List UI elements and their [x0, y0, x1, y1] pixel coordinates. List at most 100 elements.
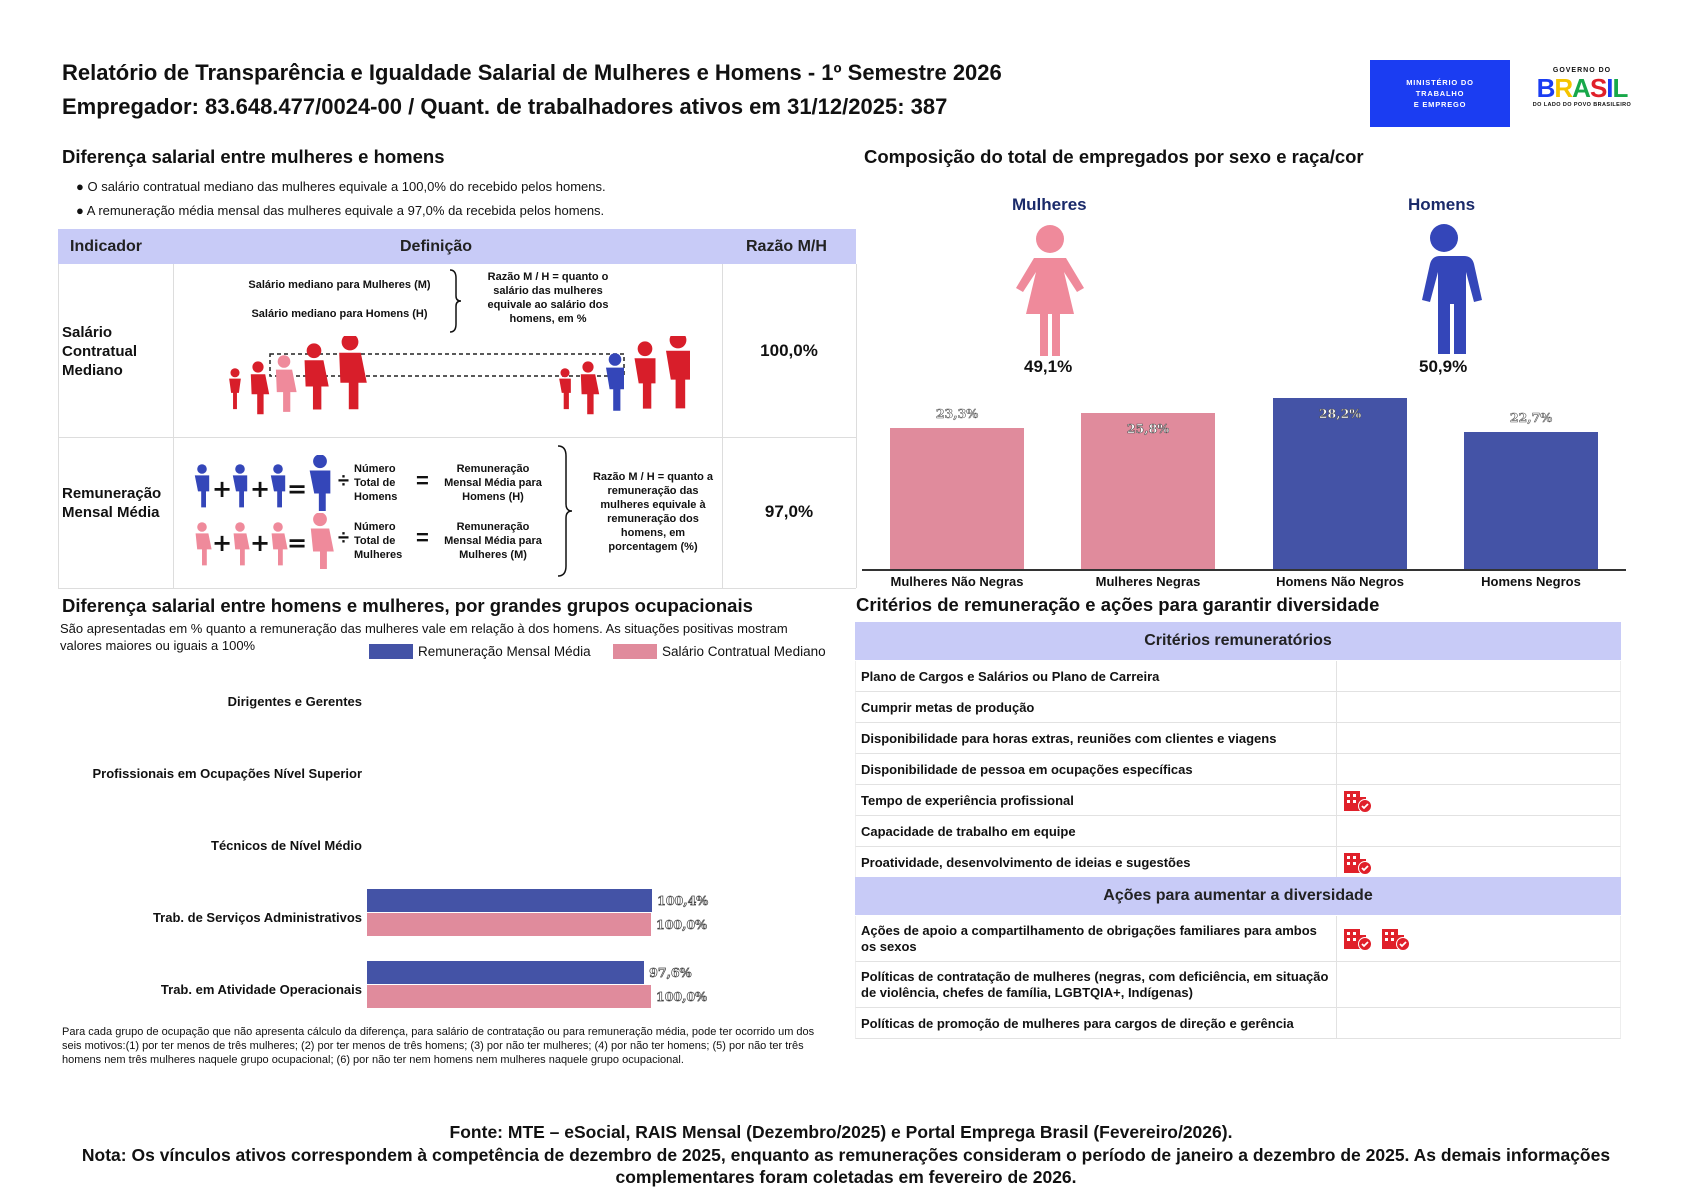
- comp-chart-baseline: [862, 569, 1626, 571]
- criteria-label: Políticas de contratação de mulheres (ne…: [861, 969, 1329, 1000]
- legend-sal-label: Salário Contratual Mediano: [662, 644, 826, 659]
- brace-icon: [449, 269, 462, 333]
- ministry-logo-line2: TRABALHO: [1415, 89, 1465, 98]
- occupational-footnote: Para cada grupo de ocupação que não apre…: [62, 1026, 815, 1066]
- comp-category-label: Mulheres Negras: [1095, 574, 1201, 589]
- criteria-row: Políticas de contratação de mulheres (ne…: [855, 962, 1621, 1008]
- criteria-label: Capacidade de trabalho em equipe: [861, 823, 1076, 839]
- occ-bar-label: 100,4%: [657, 893, 709, 909]
- criteria-col-divider: [1336, 692, 1337, 723]
- occ-category-label: Trab. de Serviços Administrativos: [152, 910, 362, 925]
- women-pct: 49,1%: [1024, 357, 1073, 376]
- def-ratio-salario: Razão M / H = quanto o salário das mulhe…: [487, 271, 609, 325]
- criteria-label: Disponibilidade para horas extras, reuni…: [861, 730, 1277, 746]
- num-total-men: Número Total de Homens: [354, 463, 398, 503]
- men-pct: 50,9%: [1419, 357, 1468, 376]
- svg-text:+: +: [250, 475, 270, 503]
- occ-bar: [367, 961, 645, 984]
- company-check-icon: [1343, 851, 1373, 875]
- criteria-header-1: Critérios remuneratórios: [855, 622, 1621, 660]
- criteria-header-2: Ações para aumentar a diversidade: [855, 877, 1621, 915]
- occ-category-label: Trab. em Atividade Operacionais: [160, 982, 362, 997]
- comp-bar: [890, 428, 1024, 569]
- criteria-header-1-text: Critérios remuneratórios: [1144, 632, 1332, 649]
- criteria-col-divider: [1336, 1008, 1337, 1039]
- women-sum-icon: + + =: [195, 513, 334, 569]
- comp-category-label: Homens Não Negros: [1276, 574, 1404, 589]
- occupational-description: São apresentadas em % quanto a remuneraç…: [60, 621, 788, 653]
- criteria-label: Plano de Cargos e Salários ou Plano de C…: [861, 668, 1160, 684]
- comp-bar-label: 28,2%: [1318, 406, 1362, 422]
- criteria-label: Cumprir metas de produção: [861, 699, 1035, 715]
- composition-title: Composição do total de empregados por se…: [864, 146, 1364, 167]
- col-ratio: Razão M/H: [746, 229, 827, 264]
- criteria-header-2-text: Ações para aumentar a diversidade: [1103, 887, 1373, 904]
- comp-category-label: Homens Negros: [1481, 574, 1581, 589]
- occ-bar: [367, 889, 653, 912]
- indicator-remuneracao: Remuneração Mensal Média: [62, 485, 162, 521]
- equals-icon-h: =: [416, 468, 429, 493]
- svg-text:+: +: [250, 529, 270, 557]
- rem-men: Remuneração Mensal Média para Homens (H): [444, 463, 542, 503]
- table-vline-1: [173, 264, 174, 588]
- diff-section-title: Diferença salarial entre mulheres e home…: [62, 146, 445, 167]
- criteria-row: Tempo de experiência profissional: [855, 785, 1621, 816]
- occupational-title: Diferença salarial entre homens e mulher…: [62, 595, 753, 616]
- ministry-logo-line3: E EMPREGO: [1413, 100, 1467, 109]
- occ-category-label: Profissionais em Ocupações Nível Superio…: [92, 766, 362, 781]
- criteria-label: Ações de apoio a compartilhamento de obr…: [861, 923, 1317, 954]
- col-indicator: Indicador: [70, 229, 143, 264]
- footer-source: Fonte: MTE – eSocial, RAIS Mensal (Dezem…: [449, 1122, 1233, 1142]
- bullet-2-text: A remuneração média mensal das mulheres …: [86, 203, 605, 218]
- ministry-logo-line1: MINISTÉRIO DO: [1406, 78, 1474, 87]
- table-divider-1: [58, 437, 856, 438]
- criteria-col-divider: [1336, 916, 1337, 962]
- ratio-salario: 100,0%: [760, 341, 818, 360]
- man-icon: [1422, 224, 1482, 354]
- bullet-1-text: O salário contratual mediano das mulhere…: [87, 179, 606, 194]
- gov-logo-top: GOVERNO DO: [1552, 67, 1612, 74]
- woman-icon: [1016, 225, 1084, 356]
- legend-sal-swatch: [613, 644, 657, 659]
- occ-bar-label: 100,0%: [656, 989, 708, 1005]
- report-title: Relatório de Transparência e Igualdade S…: [62, 60, 1002, 85]
- label-median-women: Salário mediano para Mulheres (M): [248, 279, 431, 291]
- footer-note: Nota: Os vínculos ativos correspondem à …: [81, 1145, 1611, 1187]
- criteria-label: Disponibilidade de pessoa em ocupações e…: [861, 761, 1193, 777]
- criteria-row: Políticas de promoção de mulheres para c…: [855, 1008, 1621, 1039]
- criteria-col-divider: [1336, 816, 1337, 847]
- bullet-2: ● A remuneração média mensal das mulhere…: [76, 203, 605, 218]
- equals-icon-m: =: [416, 525, 429, 550]
- occ-bar-label: 100,0%: [656, 917, 708, 933]
- comp-bar: [1273, 398, 1407, 569]
- people-row-icon: [229, 336, 690, 415]
- occ-category-label: Técnicos de Nível Médio: [211, 838, 362, 853]
- brace-icon-2: [557, 445, 573, 577]
- comp-bar-label: 25,8%: [1126, 420, 1170, 437]
- criteria-row: Plano de Cargos e Salários ou Plano de C…: [855, 661, 1621, 692]
- company-check-icon: [1343, 927, 1373, 951]
- col-definition: Definição: [400, 229, 473, 264]
- table-divider-2: [58, 588, 856, 589]
- legend-rem-swatch: [369, 644, 413, 659]
- ministry-logo: MINISTÉRIO DO TRABALHO E EMPREGO: [1370, 60, 1510, 127]
- criteria-row: Disponibilidade para horas extras, reuni…: [855, 723, 1621, 754]
- company-check-icon: [1343, 789, 1373, 813]
- criteria-label: Tempo de experiência profissional: [861, 792, 1074, 808]
- label-median-men: Salário mediano para Homens (H): [251, 308, 428, 320]
- men-label: Homens: [1408, 195, 1476, 214]
- gov-brasil-logo: GOVERNO DO BRASIL DO LADO DO POVO BRASIL…: [1518, 60, 1646, 127]
- men-sum-icon: + + =: [194, 455, 331, 511]
- criteria-title: Critérios de remuneração e ações para ga…: [856, 594, 1380, 615]
- svg-text:+: +: [212, 475, 232, 503]
- company-check-icon: [1381, 927, 1411, 951]
- criteria-row: Capacidade de trabalho em equipe: [855, 816, 1621, 847]
- comp-bar: [1081, 412, 1215, 569]
- def-ratio-remuneracao: Razão M / H = quanto a remuneração das m…: [592, 471, 714, 553]
- bullet-1: ● O salário contratual mediano das mulhe…: [76, 179, 606, 194]
- occ-category-label: Dirigentes e Gerentes: [227, 694, 362, 709]
- num-total-women: Número Total de Mulheres: [354, 521, 403, 561]
- svg-text:+: +: [212, 529, 232, 557]
- gov-logo-word: BRASIL: [1536, 73, 1629, 103]
- criteria-col-divider: [1336, 962, 1337, 1008]
